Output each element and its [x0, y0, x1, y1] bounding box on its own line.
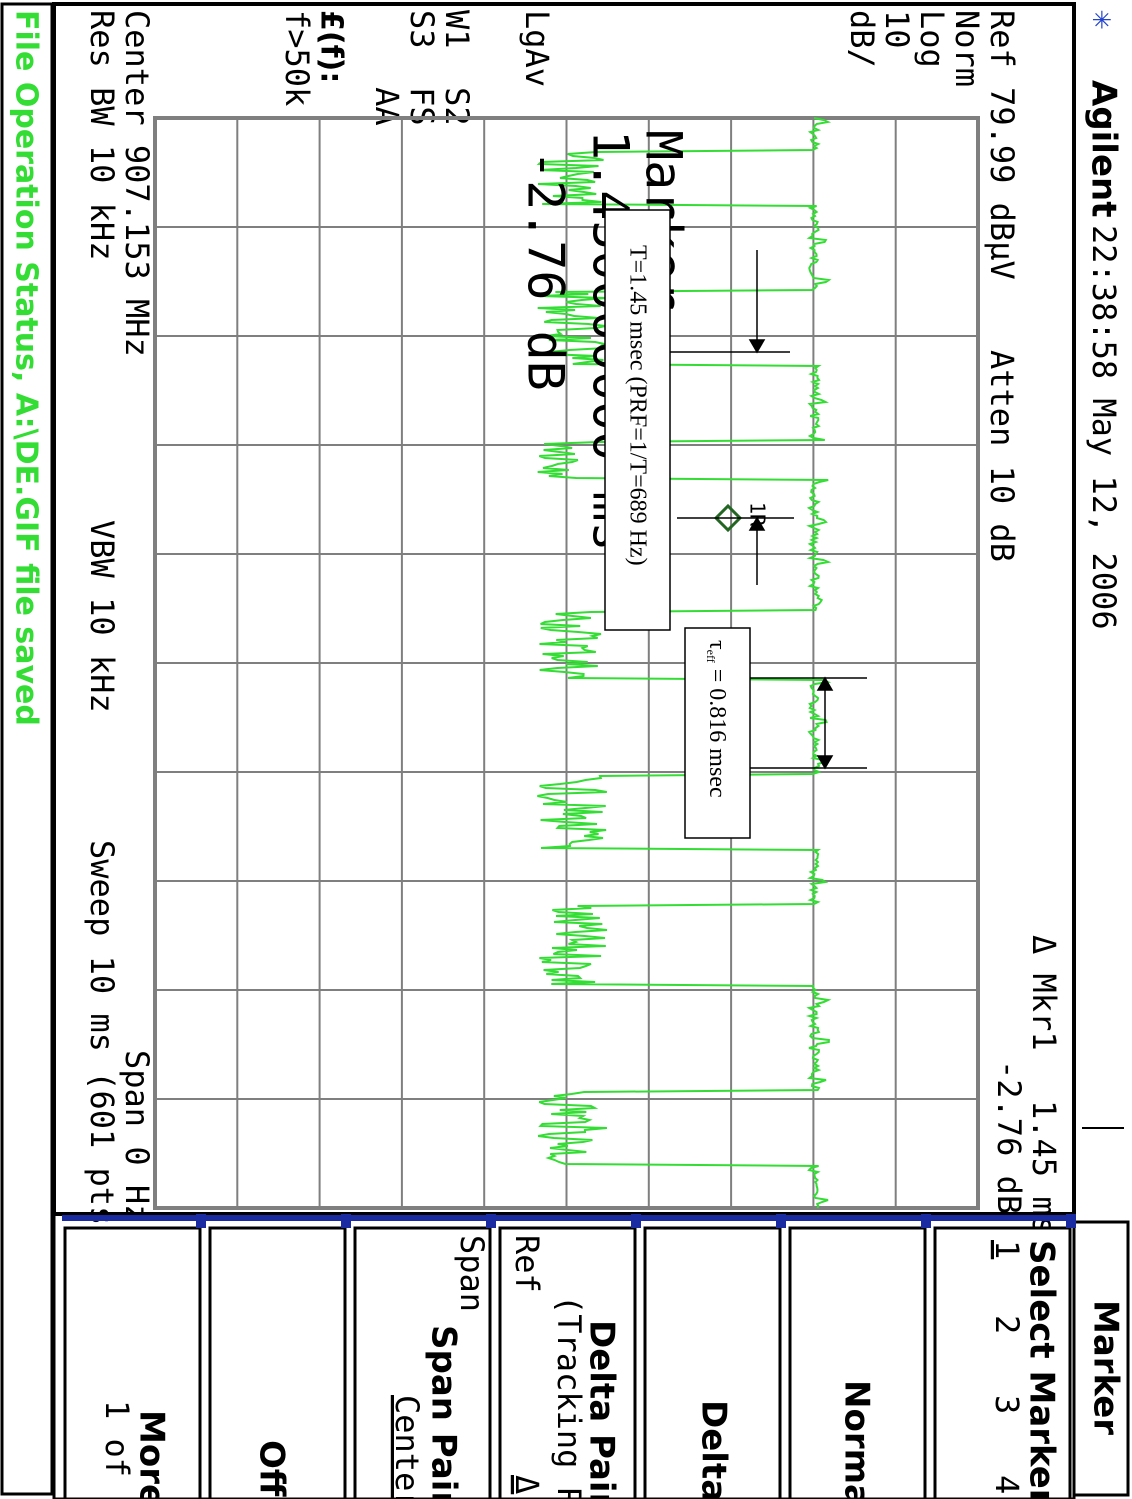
softkeys	[52, 1212, 1076, 1499]
softkey-label: Off	[252, 1440, 292, 1497]
softkey-sub: (Tracking Ref)	[550, 1295, 588, 1499]
flag: £(f):	[314, 10, 349, 83]
softkey[interactable]	[933, 1226, 1072, 1499]
softkey-label: Delta	[694, 1400, 734, 1499]
flag: W1 S2	[438, 10, 476, 126]
trace	[536, 117, 832, 1209]
softkey-label: Normal	[837, 1380, 877, 1499]
softkey[interactable]	[788, 1226, 927, 1499]
scale: 10	[878, 10, 916, 49]
scale: Norm	[948, 10, 986, 87]
subscript: eff	[704, 650, 718, 663]
graticule-frame	[153, 116, 980, 1210]
softkey[interactable]	[498, 1226, 637, 1499]
annotation-box	[604, 209, 671, 631]
softkey-label: More	[132, 1410, 172, 1499]
softkey[interactable]	[353, 1226, 492, 1499]
marker-readout-label: Δ Mkr1	[1025, 935, 1063, 1051]
timestamp: 22:38:58 May 12, 2006	[1085, 225, 1123, 630]
softkey-option: Span	[453, 1235, 491, 1312]
detector: LgAv	[518, 10, 556, 87]
pulse-width-annotation: τeff = 0.816 msec	[704, 640, 730, 798]
softkey-option: 4	[988, 1475, 1026, 1494]
brand: Agilent	[1084, 80, 1124, 217]
status: File Operation Status, A:\DE.GIF file sa…	[9, 10, 44, 726]
softkey-label: Span Pair	[424, 1325, 464, 1499]
status-frame	[0, 2, 54, 1496]
softkey-option: 1	[988, 1240, 1026, 1259]
period-annotation: T=1.45 msec (PRF=1/T=689 Hz)	[624, 245, 650, 566]
attenuation: Atten 10 dB	[983, 350, 1021, 562]
softkey-label: Delta Pair	[582, 1320, 622, 1499]
softkey[interactable]	[643, 1226, 782, 1499]
text: = 0.816 msec	[704, 669, 730, 798]
symbol: τ	[704, 640, 730, 650]
softkey-option: 3	[988, 1395, 1026, 1414]
softkey-option: 2	[988, 1315, 1026, 1334]
flag: AA	[368, 10, 406, 126]
logo: ✳	[1085, 10, 1123, 29]
softkey-option: Δ	[508, 1475, 546, 1494]
flag: S3 FS	[403, 10, 441, 126]
softkey-panel	[52, 1212, 1076, 1499]
span: Span 0 Hz	[118, 1050, 156, 1223]
softkey-option: Ref	[508, 1235, 546, 1293]
softkey-option: Center	[388, 1395, 426, 1499]
scale: Log	[913, 10, 951, 68]
vbw: VBW 10 kHz	[83, 520, 121, 713]
res-bw: Res BW 10 kHz	[83, 10, 121, 260]
sweep: Sweep 10 ms (601 pts)	[83, 840, 121, 1245]
softkey[interactable]	[63, 1226, 202, 1499]
marker-readout-level: -2.76 dB	[990, 1060, 1028, 1214]
scale: dB/	[843, 10, 881, 68]
overlay-level: -2.76 dB	[517, 150, 575, 391]
center-freq: Center 907.153 MHz	[118, 10, 156, 357]
softkey-sub: 1 of 2	[98, 1400, 136, 1499]
softkey[interactable]	[208, 1226, 347, 1499]
annotation-box	[684, 627, 751, 839]
flag: f>50k	[278, 10, 316, 106]
annotation-lines	[670, 250, 867, 770]
menu-title: Marker	[1086, 1300, 1126, 1435]
marker-readout-time: 1.45 ms	[1025, 1100, 1063, 1235]
ref-level: Ref 79.99 dBµV	[983, 10, 1021, 280]
softkey-label: Select Marker	[1022, 1240, 1062, 1499]
